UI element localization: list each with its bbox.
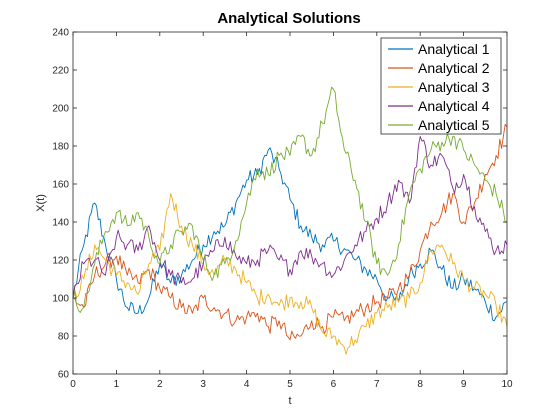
x-tick-label: 10 xyxy=(501,379,513,390)
x-tick-label: 0 xyxy=(70,379,76,390)
y-tick-label: 140 xyxy=(52,218,69,229)
series-line-4 xyxy=(72,136,508,299)
x-axis-label: t xyxy=(288,395,291,407)
legend-entry-1: Analytical 1 xyxy=(418,41,490,57)
legend-entry-3: Analytical 3 xyxy=(418,79,490,95)
y-axis: 60 80 100 120 140 160 180 200 220 240 xyxy=(52,28,507,381)
x-tick-label: 8 xyxy=(417,379,423,390)
series-line-3 xyxy=(72,193,508,355)
y-tick-label: 100 xyxy=(52,294,69,305)
x-tick-label: 2 xyxy=(157,379,163,390)
y-tick-label: 180 xyxy=(52,142,69,153)
x-tick-label: 9 xyxy=(461,379,467,390)
legend: Analytical 1 Analytical 2 Analytical 3 Anal… xyxy=(380,37,502,135)
y-tick-label: 60 xyxy=(58,370,70,381)
x-tick-label: 7 xyxy=(374,379,380,390)
y-tick-label: 200 xyxy=(52,104,69,115)
y-tick-label: 240 xyxy=(52,28,69,39)
legend-entry-5: Analytical 5 xyxy=(418,117,490,133)
legend-entry-4: Analytical 4 xyxy=(418,98,490,114)
x-tick-label: 3 xyxy=(200,379,206,390)
y-tick-label: 220 xyxy=(52,66,69,77)
y-tick-label: 160 xyxy=(52,180,69,191)
series-line-1 xyxy=(72,147,508,322)
x-tick-label: 4 xyxy=(244,379,250,390)
series-lines xyxy=(72,86,508,355)
y-tick-label: 120 xyxy=(52,256,69,267)
chart-title: Analytical Solutions xyxy=(217,10,360,27)
x-tick-label: 1 xyxy=(114,379,120,390)
x-tick-label: 6 xyxy=(331,379,337,390)
legend-entry-2: Analytical 2 xyxy=(418,60,490,76)
y-axis-label: X(t) xyxy=(35,194,47,212)
legend-box xyxy=(380,37,502,135)
x-tick-label: 5 xyxy=(287,379,293,390)
series-line-5 xyxy=(72,86,508,313)
y-tick-label: 80 xyxy=(58,332,70,343)
series-line-2 xyxy=(72,123,508,341)
x-axis: 0 1 2 3 4 5 6 7 8 9 10 xyxy=(70,32,513,390)
